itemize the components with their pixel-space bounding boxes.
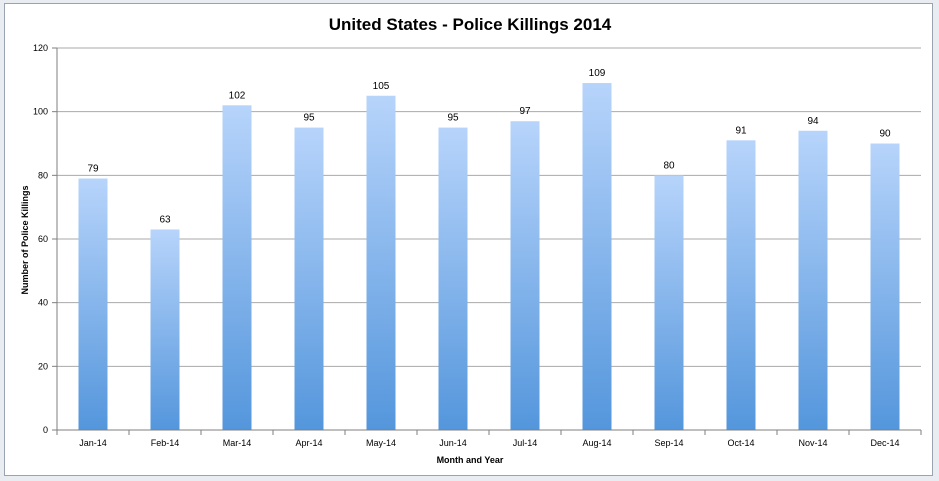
data-label-aug-14: 109	[589, 68, 606, 79]
x-tick-label: Oct-14	[727, 438, 754, 448]
chart-title: United States - Police Killings 2014	[329, 15, 612, 34]
bar-feb-14	[150, 229, 180, 430]
y-tick-label: 80	[38, 170, 48, 180]
x-axis-title: Month and Year	[437, 455, 504, 465]
y-tick-label: 20	[38, 361, 48, 371]
bar-aug-14	[582, 83, 612, 431]
x-tick-label: Jun-14	[439, 438, 467, 448]
bars	[78, 83, 900, 431]
data-label-dec-14: 90	[879, 129, 891, 140]
data-label-nov-14: 94	[807, 116, 819, 127]
x-tick-label: Feb-14	[151, 438, 180, 448]
data-label-jan-14: 79	[87, 164, 99, 175]
y-tick-label: 120	[33, 43, 48, 53]
data-label-feb-14: 63	[159, 214, 171, 225]
bar-mar-14	[222, 105, 252, 431]
bar-sep-14	[654, 175, 684, 430]
data-label-jun-14: 95	[447, 113, 459, 124]
bar-jul-14	[510, 121, 540, 430]
x-tick-label: Aug-14	[582, 438, 611, 448]
bar-apr-14	[294, 127, 324, 430]
x-tick-label: Jul-14	[513, 438, 538, 448]
y-tick-label: 0	[43, 425, 48, 435]
data-label-may-14: 105	[373, 81, 390, 92]
data-label-mar-14: 102	[229, 90, 246, 101]
x-tick-label: May-14	[366, 438, 396, 448]
y-tick-label: 100	[33, 107, 48, 117]
bar-dec-14	[870, 143, 900, 430]
y-tick-label: 60	[38, 234, 48, 244]
y-tick-label: 40	[38, 298, 48, 308]
data-label-jul-14: 97	[519, 106, 531, 117]
data-label-sep-14: 80	[663, 160, 675, 171]
data-label-oct-14: 91	[735, 125, 747, 136]
bar-jun-14	[438, 127, 468, 430]
x-tick-label: Jan-14	[79, 438, 107, 448]
bar-oct-14	[726, 140, 756, 431]
gridlines	[57, 47, 921, 367]
data-label-apr-14: 95	[303, 113, 315, 124]
data-labels: 79 63 102 95 105 95 97 109 80 91 94 90	[87, 68, 891, 225]
y-axis-ticks: 0 20 40 60 80 100 120	[33, 43, 57, 435]
bar-may-14	[366, 95, 396, 430]
x-tick-label: Mar-14	[223, 438, 252, 448]
y-axis-title: Number of Police Killings	[20, 185, 30, 294]
x-axis-ticks: Jan-14 Feb-14 Mar-14 Apr-14 May-14 Jun-14 Jul-…	[56, 430, 922, 448]
bar-jan-14	[78, 178, 108, 430]
x-tick-label: Nov-14	[798, 438, 827, 448]
x-tick-label: Apr-14	[295, 438, 322, 448]
x-tick-label: Dec-14	[870, 438, 899, 448]
x-tick-label: Sep-14	[654, 438, 683, 448]
bar-nov-14	[798, 130, 828, 430]
